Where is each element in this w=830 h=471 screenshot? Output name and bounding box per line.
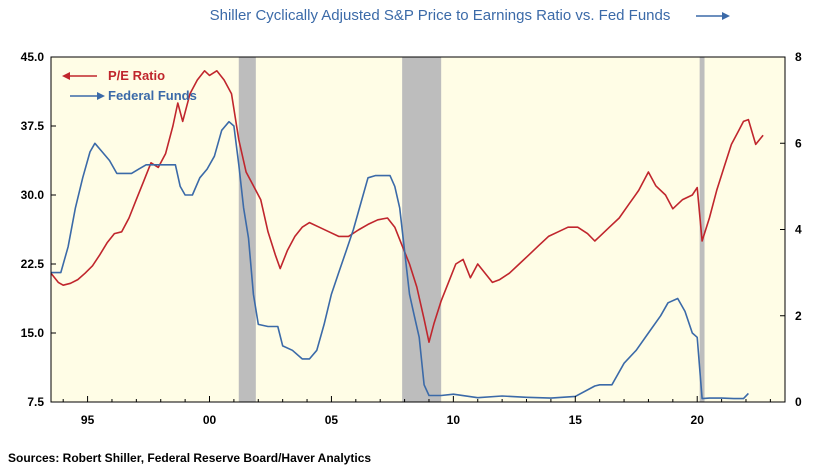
recession-band-1: [402, 57, 442, 402]
left-tick-label: 45.0: [21, 50, 45, 64]
right-tick-label: 0: [795, 395, 802, 409]
x-tick-label: 10: [447, 413, 461, 427]
left-tick-label: 30.0: [21, 188, 45, 202]
x-axis-ticks: 95 00 05 10 15 20: [62, 396, 771, 427]
left-tick-label: 22.5: [21, 257, 45, 271]
x-tick-label: 15: [569, 413, 583, 427]
right-tick-label: 8: [795, 50, 802, 64]
title-arrow-icon: [696, 12, 730, 20]
pe-ratio-line: [50, 70, 764, 343]
legend: P/E Ratio Federal Funds: [62, 68, 197, 103]
x-tick-label: 95: [81, 413, 95, 427]
left-tick-label: 15.0: [21, 326, 45, 340]
recession-band-2: [699, 57, 705, 402]
chart-title: Shiller Cyclically Adjusted S&P Price to…: [210, 7, 671, 24]
left-axis-ticks: 45.0 37.5 30.0 22.5 15.0 7.5: [21, 50, 56, 409]
right-tick-label: 6: [795, 136, 802, 150]
right-tick-label: 4: [795, 223, 802, 237]
right-tick-label: 2: [795, 309, 802, 323]
right-axis-ticks: 8 6 4 2 0: [780, 50, 802, 409]
legend-pe-arrow-icon: [62, 72, 97, 80]
legend-pe-label: P/E Ratio: [108, 68, 165, 83]
source-note: Sources: Robert Shiller, Federal Reserve…: [8, 451, 371, 465]
x-tick-label: 20: [691, 413, 705, 427]
left-tick-label: 37.5: [21, 119, 45, 133]
x-tick-label: 05: [325, 413, 339, 427]
left-tick-label: 7.5: [27, 395, 44, 409]
legend-fed-arrow-icon: [70, 92, 105, 100]
x-tick-label: 00: [203, 413, 217, 427]
series-lines: [50, 70, 764, 400]
legend-fed-label: Federal Funds: [108, 88, 197, 103]
fed-funds-line: [51, 120, 749, 400]
